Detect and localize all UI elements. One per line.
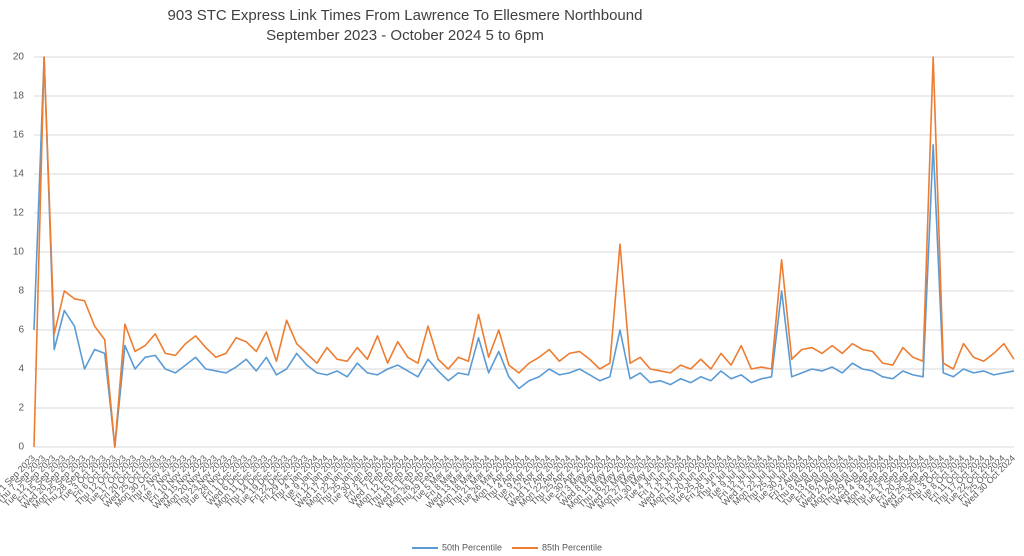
y-tick-label: 0 [18, 442, 24, 453]
y-tick-label: 8 [18, 286, 24, 297]
y-tick-label: 4 [18, 364, 24, 375]
y-tick-label: 12 [13, 208, 25, 219]
y-tick-label: 10 [13, 247, 25, 258]
y-tick-label: 2 [18, 403, 24, 414]
y-tick-label: 18 [13, 91, 25, 102]
y-tick-label: 6 [18, 325, 24, 336]
y-tick-label: 14 [13, 169, 25, 180]
y-tick-label: 20 [13, 52, 25, 63]
y-tick-label: 16 [13, 130, 25, 141]
data-line [33, 56, 1015, 448]
legend-label: 50th Percentile [442, 542, 502, 552]
data-line [33, 56, 1015, 448]
legend-label: 85th Percentile [542, 542, 602, 552]
chart-subtitle: September 2023 - October 2024 5 to 6pm [266, 27, 544, 44]
chart-title: 903 STC Express Link Times From Lawrence… [168, 7, 643, 24]
